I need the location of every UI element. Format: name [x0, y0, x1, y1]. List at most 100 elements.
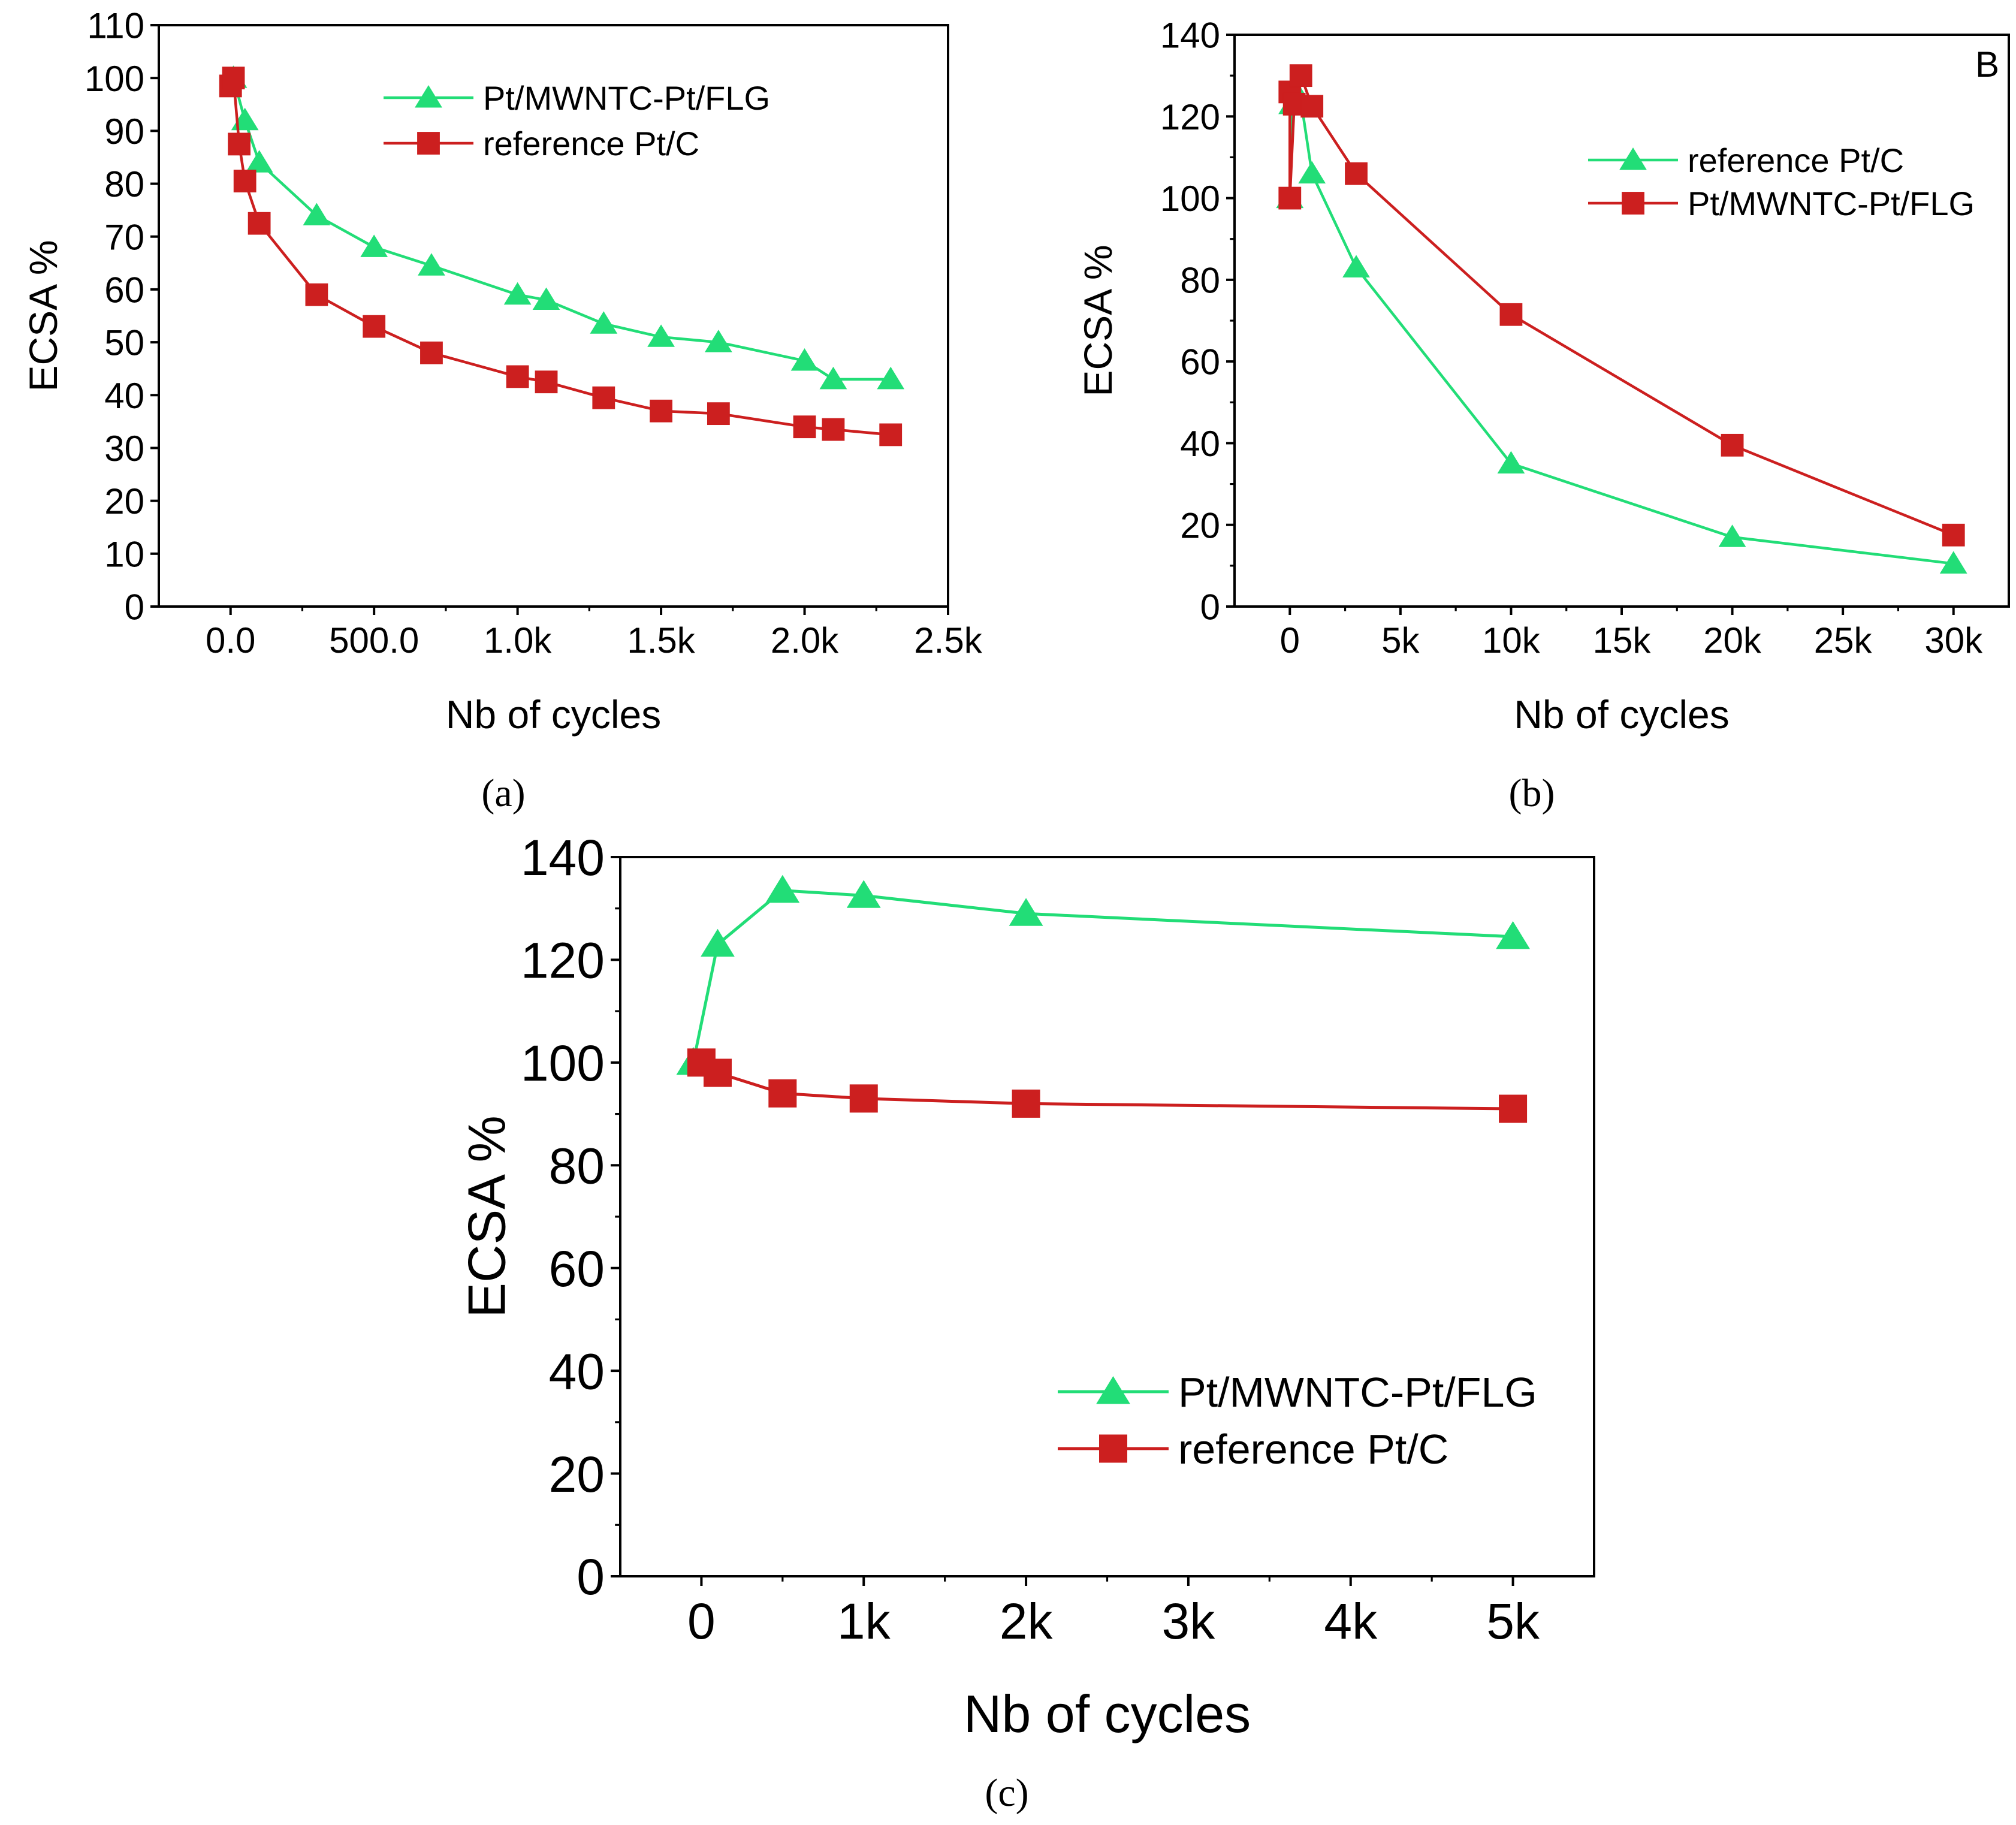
panel-c-series-1-point: [849, 1084, 878, 1113]
panel-a: 0.0 500.0 1.0k 1.5k 2.0k 2.5k 0 10 20 30 40 50 60 70…: [21, 6, 983, 815]
panel-c-series-0-line: [692, 889, 1513, 1063]
panel-a-y-tick-label: 90: [104, 111, 144, 152]
panel-c-series-0-point: [1496, 921, 1530, 949]
panel-a-series-1-point: [535, 370, 558, 394]
panel-a-series-1-point: [222, 67, 245, 90]
panel-a-x-tick-label: 1.0k: [484, 620, 552, 660]
panel-a-series-1-point: [650, 399, 672, 423]
panel-a-series-1-point: [228, 132, 251, 156]
panel-b-series-1-point: [1278, 186, 1302, 210]
panel-b-y-ticks: 0 20 40 60 80 100 120 140: [1160, 16, 1235, 628]
panel-a-y-ticks: 0 10 20 30 40 50 60 70 80 90 100 110: [84, 6, 159, 628]
panel-a-caption: (a): [481, 771, 525, 815]
panel-c-y-tick-label: 0: [577, 1549, 605, 1605]
panel-a-series-1-point: [822, 418, 845, 441]
panel-a-y-tick-label: 40: [104, 376, 144, 416]
panel-a-series-1-point: [592, 386, 615, 409]
panel-b-y-tick-label: 40: [1180, 424, 1220, 464]
panel-a-series-1-point: [420, 341, 443, 364]
panel-c-x-tick-label: 4k: [1324, 1593, 1378, 1649]
panel-a-x-axis-label: Nb of cycles: [446, 692, 661, 737]
panel-b-legend-label-1: Pt/MWNTC-Pt/FLG: [1688, 185, 1975, 222]
panel-b-y-tick-label: 140: [1160, 16, 1220, 56]
panel-a-x-ticks: 0.0 500.0 1.0k 1.5k 2.0k 2.5k: [206, 607, 983, 660]
panel-b-legend: reference Pt/C Pt/MWNTC-Pt/FLG: [1588, 141, 1975, 222]
panel-a-series-0-point: [877, 366, 905, 390]
panel-a-series-1-point: [233, 170, 256, 193]
panel-a-x-tick-label: 0.0: [206, 620, 255, 660]
panel-b-y-tick-label: 20: [1180, 505, 1220, 545]
panel-c-y-ticks: 0 20 40 60 80 100 120 140: [521, 829, 620, 1605]
panel-b-series-1-point: [1499, 303, 1523, 326]
panel-b-series-0-point: [1342, 255, 1370, 277]
panel-a-x-tick-label: 2.5k: [914, 620, 982, 660]
panel-b-x-tick-label: 5k: [1381, 620, 1420, 660]
panel-a-series-0-point: [647, 324, 675, 347]
panel-a-x-tick-label: 1.5k: [627, 620, 695, 660]
panel-a-series-1-point: [707, 402, 730, 426]
panel-b-series-0-point: [1298, 161, 1326, 184]
panel-a-legend: Pt/MWNTC-Pt/FLG reference Pt/C: [384, 79, 770, 162]
panel-a-y-tick-label: 80: [104, 164, 144, 204]
panel-c: 0 1k 2k 3k 4k 5k 0 20 40 60 80 100 120 140 Nb of cyc…: [457, 829, 1595, 1815]
panel-c-series-1-point: [704, 1058, 732, 1087]
panel-c-series-1-point: [1499, 1094, 1528, 1123]
panel-a-series-1-point: [363, 315, 386, 338]
panel-b-y-tick-label: 60: [1180, 342, 1220, 382]
panel-b: 0 5k 10k 15k 20k 25k 30k 0 20 40 60 80 100 120 140 Nb…: [1076, 16, 2010, 815]
panel-b-corner-label: B: [1975, 44, 1999, 85]
panel-b-x-ticks: 0 5k 10k 15k 20k 25k 30k: [1280, 607, 1983, 660]
panel-a-plot-content: [219, 65, 905, 447]
panel-a-series-1-line: [229, 76, 891, 436]
panel-c-legend-marker-1: [1099, 1434, 1127, 1463]
panel-b-legend-marker-1: [1622, 192, 1644, 215]
panel-a-series-0-point: [790, 348, 819, 371]
panel-c-x-axis-label: Nb of cycles: [964, 1684, 1251, 1743]
panel-c-series-0-point: [846, 880, 881, 908]
panel-b-x-tick-label: 10k: [1482, 620, 1541, 660]
panel-a-series-0-point: [503, 282, 532, 305]
panel-b-series-1-point: [1942, 523, 1965, 547]
panel-b-y-tick-label: 0: [1200, 587, 1220, 628]
panel-c-y-tick-label: 60: [549, 1241, 605, 1297]
panel-c-x-tick-label: 3k: [1162, 1593, 1216, 1649]
panel-a-y-tick-label: 20: [104, 481, 144, 521]
panel-b-x-tick-label: 15k: [1593, 620, 1652, 660]
panel-c-y-tick-label: 140: [521, 829, 605, 886]
panel-b-series-1-point: [1345, 162, 1368, 185]
panel-a-series-1-point: [506, 365, 529, 388]
panel-a-legend-label-1: reference Pt/C: [483, 125, 699, 162]
panel-c-legend-label-1: reference Pt/C: [1178, 1426, 1448, 1473]
panel-a-series-0-point: [418, 253, 445, 276]
panel-a-y-tick-label: 60: [104, 270, 144, 310]
panel-c-series-1-point: [768, 1079, 797, 1108]
panel-c-y-tick-label: 120: [521, 933, 605, 989]
panel-a-legend-marker-1: [417, 132, 440, 155]
panel-b-y-tick-label: 100: [1160, 179, 1220, 219]
panel-b-series-1-point: [1289, 64, 1312, 88]
panel-c-series-0-point: [701, 928, 735, 957]
panel-b-x-tick-label: 0: [1280, 620, 1300, 660]
panel-c-x-tick-label: 2k: [1000, 1593, 1054, 1649]
panel-c-legend-label-0: Pt/MWNTC-Pt/FLG: [1178, 1369, 1537, 1416]
panel-c-x-tick-label: 1k: [837, 1593, 891, 1649]
panel-a-series-1-point: [248, 212, 271, 235]
panel-a-series-0-point: [245, 150, 273, 173]
panel-b-x-tick-label: 20k: [1703, 620, 1762, 660]
panel-a-y-tick-label: 100: [84, 59, 144, 99]
panel-a-x-tick-label: 2.0k: [771, 620, 839, 660]
panel-c-x-tick-label: 5k: [1486, 1593, 1540, 1649]
panel-a-y-tick-label: 110: [87, 6, 144, 46]
panel-b-plot-content: [1276, 64, 1967, 574]
panel-a-frame: [158, 24, 949, 608]
panel-b-x-tick-label: 25k: [1814, 620, 1873, 660]
panel-c-series-0-point: [1009, 898, 1043, 926]
panel-b-x-tick-label: 30k: [1924, 620, 1983, 660]
panel-b-legend-label-0: reference Pt/C: [1688, 141, 1904, 179]
panel-b-series-0-point: [1497, 451, 1525, 473]
panel-b-series-1-point: [1721, 433, 1744, 457]
panel-c-caption: (c): [985, 1771, 1028, 1815]
panel-c-x-tick-label: 0: [687, 1593, 716, 1649]
panel-a-series-1-point: [879, 423, 903, 447]
